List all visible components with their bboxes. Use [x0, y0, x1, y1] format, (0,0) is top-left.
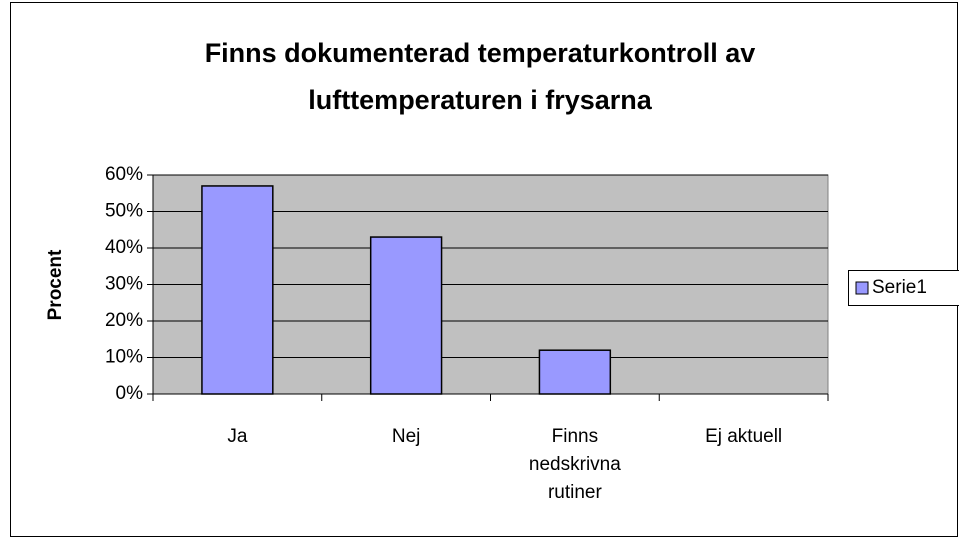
x-tick-label: Ja — [227, 426, 248, 447]
bar — [538, 349, 612, 395]
x-tick-label: Finns nedskrivna rutiner — [528, 426, 621, 503]
y-tick-label: 30% — [105, 274, 143, 295]
x-tick-label: Ej aktuell — [705, 426, 783, 447]
x-tick-label: Nej — [391, 426, 421, 447]
y-axis-label: Procent — [45, 249, 66, 320]
legend-label: Serie1 — [872, 277, 927, 298]
y-tick-label: 20% — [105, 310, 143, 331]
legend-swatch — [855, 281, 869, 295]
y-tick-label: 50% — [105, 201, 143, 222]
y-tick-label: 0% — [116, 383, 144, 404]
y-tick-label: 60% — [105, 164, 143, 185]
y-tick-label: 40% — [105, 237, 143, 258]
bar — [201, 185, 274, 395]
chart-title: Finns dokumenterad temperaturkontroll av… — [204, 38, 756, 115]
y-tick-label: 10% — [105, 347, 143, 368]
bar — [369, 236, 443, 395]
